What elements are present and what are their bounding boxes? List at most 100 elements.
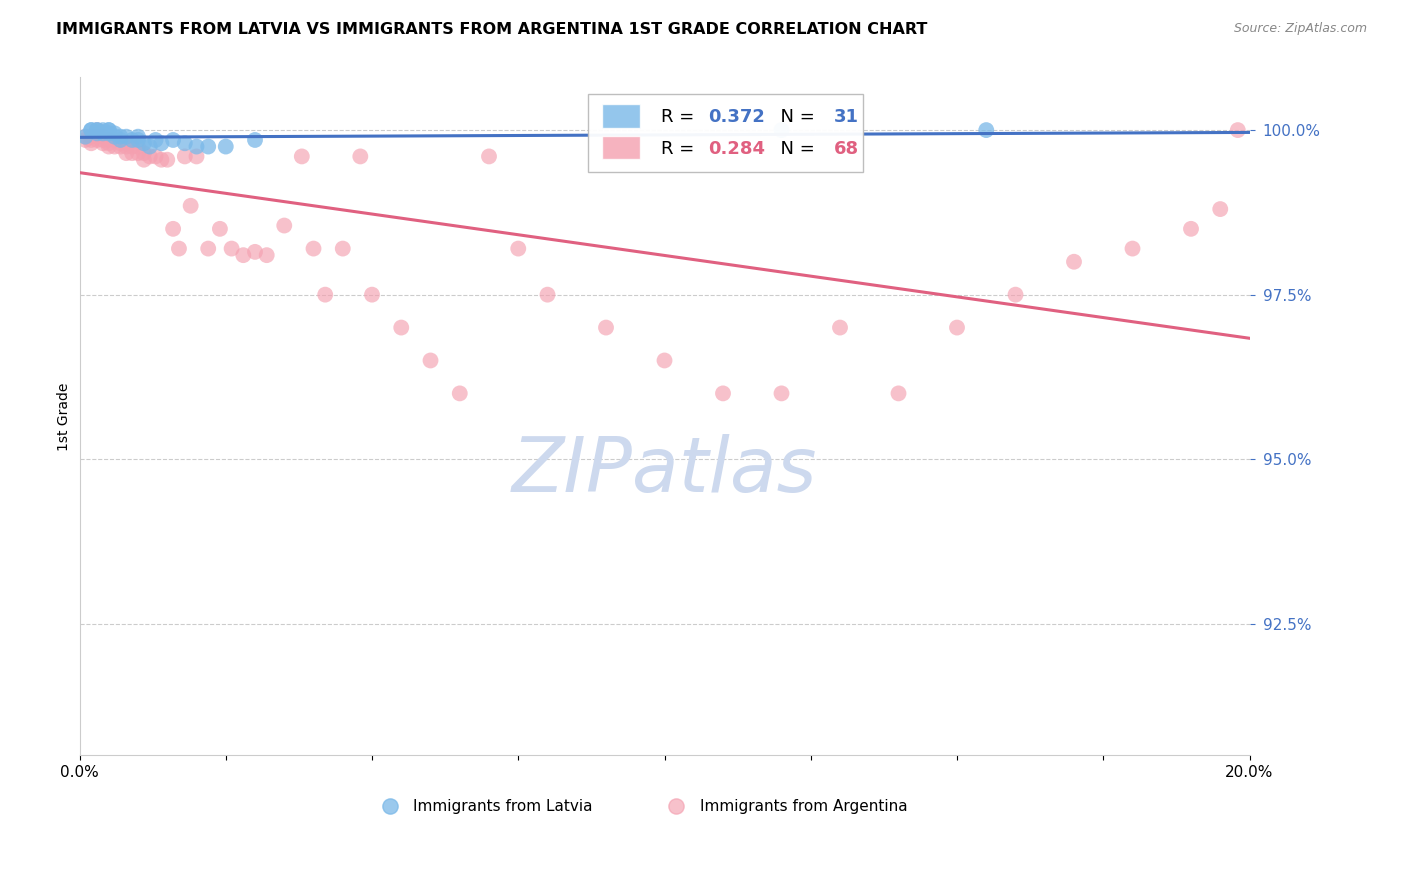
Text: Immigrants from Latvia: Immigrants from Latvia bbox=[413, 798, 592, 814]
Point bbox=[97, 127, 120, 141]
Point bbox=[86, 123, 108, 137]
Point bbox=[197, 242, 219, 256]
Point bbox=[91, 136, 114, 151]
Point bbox=[150, 136, 173, 151]
Point bbox=[180, 199, 202, 213]
Point bbox=[208, 222, 231, 236]
Point bbox=[197, 139, 219, 153]
Point bbox=[256, 248, 278, 262]
Point bbox=[80, 123, 103, 137]
Point bbox=[86, 133, 108, 147]
FancyBboxPatch shape bbox=[603, 103, 640, 128]
Point bbox=[97, 133, 120, 147]
Point bbox=[110, 133, 132, 147]
Text: R =: R = bbox=[661, 140, 700, 158]
Point bbox=[80, 136, 103, 151]
Text: 0.284: 0.284 bbox=[707, 140, 765, 158]
Text: N =: N = bbox=[769, 108, 820, 126]
Point bbox=[127, 129, 149, 144]
Point bbox=[104, 127, 127, 141]
Point bbox=[75, 129, 97, 144]
Point bbox=[127, 133, 149, 147]
Point bbox=[302, 242, 325, 256]
Point bbox=[711, 386, 734, 401]
Point bbox=[1180, 222, 1202, 236]
Point bbox=[86, 127, 108, 141]
Text: R =: R = bbox=[661, 108, 700, 126]
Point bbox=[132, 136, 155, 151]
Point bbox=[232, 248, 254, 262]
Point bbox=[91, 133, 114, 147]
Point bbox=[770, 386, 793, 401]
Point bbox=[1209, 202, 1232, 216]
Point bbox=[1121, 242, 1143, 256]
Point bbox=[162, 222, 184, 236]
Point bbox=[97, 123, 120, 137]
Point bbox=[221, 242, 243, 256]
Point bbox=[75, 129, 97, 144]
Point bbox=[91, 123, 114, 137]
Point bbox=[186, 149, 208, 163]
Point bbox=[173, 136, 195, 151]
Point bbox=[138, 149, 160, 163]
Point bbox=[243, 133, 266, 147]
Y-axis label: 1st Grade: 1st Grade bbox=[58, 383, 72, 450]
Point bbox=[145, 149, 167, 163]
Point bbox=[946, 320, 969, 334]
Point bbox=[121, 139, 143, 153]
Point bbox=[1004, 287, 1026, 301]
Text: 0.372: 0.372 bbox=[707, 108, 765, 126]
Point bbox=[361, 287, 384, 301]
Point bbox=[145, 133, 167, 147]
Point bbox=[110, 129, 132, 144]
Point bbox=[97, 136, 120, 151]
Point bbox=[1063, 254, 1085, 268]
Point bbox=[150, 153, 173, 167]
Point bbox=[80, 133, 103, 147]
Point bbox=[86, 129, 108, 144]
Point bbox=[75, 133, 97, 147]
Point bbox=[86, 123, 108, 137]
Point bbox=[770, 123, 793, 137]
Point bbox=[449, 386, 471, 401]
Point bbox=[167, 242, 190, 256]
Point bbox=[121, 146, 143, 161]
FancyBboxPatch shape bbox=[603, 136, 640, 160]
Text: Source: ZipAtlas.com: Source: ZipAtlas.com bbox=[1233, 22, 1367, 36]
Point bbox=[115, 129, 138, 144]
Point bbox=[86, 123, 108, 137]
Point bbox=[215, 139, 238, 153]
Point bbox=[314, 287, 336, 301]
Point bbox=[115, 139, 138, 153]
Point bbox=[536, 287, 558, 301]
Point bbox=[332, 242, 354, 256]
Point bbox=[110, 139, 132, 153]
Point bbox=[828, 320, 851, 334]
Point bbox=[974, 123, 997, 137]
Point bbox=[97, 123, 120, 137]
Point bbox=[654, 353, 676, 368]
Point bbox=[138, 139, 160, 153]
Point bbox=[127, 139, 149, 153]
Text: ZIPatlas: ZIPatlas bbox=[512, 434, 817, 508]
Point bbox=[80, 129, 103, 144]
Point bbox=[115, 136, 138, 151]
Point bbox=[243, 244, 266, 259]
Point bbox=[389, 320, 412, 334]
Point bbox=[156, 153, 179, 167]
Point bbox=[419, 353, 441, 368]
Point bbox=[186, 139, 208, 153]
Point bbox=[104, 139, 127, 153]
Point bbox=[121, 133, 143, 147]
Point bbox=[349, 149, 371, 163]
Text: N =: N = bbox=[769, 140, 820, 158]
Point bbox=[115, 146, 138, 161]
Point bbox=[1226, 123, 1249, 137]
Point bbox=[291, 149, 314, 163]
Text: 68: 68 bbox=[834, 140, 859, 158]
FancyBboxPatch shape bbox=[589, 95, 863, 172]
Point bbox=[478, 149, 501, 163]
Point bbox=[162, 133, 184, 147]
Point bbox=[887, 386, 910, 401]
Point bbox=[91, 127, 114, 141]
